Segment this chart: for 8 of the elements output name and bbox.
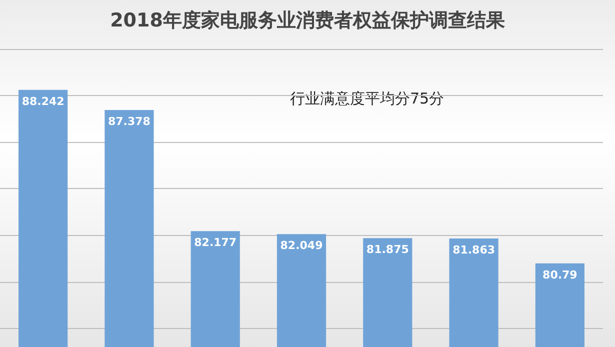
chart-title: 2018年度家电服务业消费者权益保护调查结果: [110, 10, 506, 32]
data-label: 80.79: [542, 268, 578, 282]
data-label: 87.378: [108, 115, 150, 128]
data-label: 82.049: [280, 239, 323, 252]
data-label: 88.242: [22, 94, 64, 108]
data-label: 81.863: [452, 243, 496, 256]
data-label: 82.177: [194, 236, 237, 250]
data-label: 81.875: [366, 243, 409, 256]
